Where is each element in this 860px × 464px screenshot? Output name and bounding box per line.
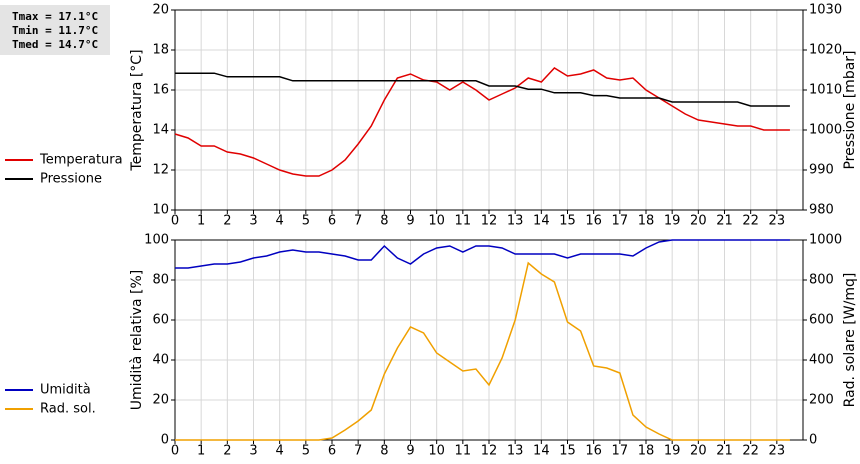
y2-tick-label: 1010: [809, 83, 842, 98]
y2-axis-label: Pressione [mbar]: [842, 50, 858, 169]
y-axis-label: Temperatura [°C]: [129, 49, 145, 171]
y-tick-label: 60: [152, 313, 169, 328]
x-tick-label: 8: [380, 444, 388, 459]
x-tick-label: 23: [769, 444, 786, 459]
x-tick-label: 9: [406, 214, 414, 229]
y-tick-label: 18: [152, 43, 169, 58]
x-tick-label: 21: [716, 214, 733, 229]
y2-tick-label: 1000: [809, 233, 842, 248]
y-tick-label: 20: [152, 3, 169, 18]
y2-tick-label: 980: [809, 203, 834, 218]
plot-border: [174, 239, 804, 441]
x-tick-label: 19: [664, 444, 681, 459]
x-tick-label: 15: [559, 214, 576, 229]
x-tick-label: 11: [455, 214, 472, 229]
stat-text: Tmin = 11.7°C: [12, 24, 98, 37]
y-tick-label: 0: [161, 433, 169, 448]
legend-label: Temperatura: [39, 153, 123, 168]
y-tick-label: 80: [152, 273, 169, 288]
x-tick-label: 16: [585, 444, 602, 459]
x-tick-label: 7: [354, 444, 362, 459]
y-tick-label: 12: [152, 163, 169, 178]
x-tick-label: 13: [507, 214, 524, 229]
y2-tick-label: 200: [809, 393, 834, 408]
y-tick-label: 14: [152, 123, 169, 138]
y2-tick-label: 1030: [809, 3, 842, 18]
y2-tick-label: 1020: [809, 43, 842, 58]
x-tick-label: 2: [223, 444, 231, 459]
series-line: [175, 261, 790, 441]
y-tick-label: 20: [152, 393, 169, 408]
legend-label: Pressione: [40, 172, 102, 187]
stats-box: [0, 5, 110, 55]
x-tick-label: 19: [664, 214, 681, 229]
series-line: [175, 239, 790, 269]
x-tick-label: 20: [690, 444, 707, 459]
x-tick-label: 22: [742, 214, 759, 229]
x-tick-label: 23: [769, 214, 786, 229]
y2-tick-label: 600: [809, 313, 834, 328]
x-tick-label: 10: [428, 444, 445, 459]
x-tick-label: 18: [638, 444, 655, 459]
x-tick-label: 6: [328, 444, 336, 459]
x-tick-label: 0: [171, 444, 179, 459]
x-tick-label: 20: [690, 214, 707, 229]
x-tick-label: 6: [328, 214, 336, 229]
x-tick-label: 22: [742, 444, 759, 459]
y2-tick-label: 990: [809, 163, 834, 178]
x-tick-label: 9: [406, 444, 414, 459]
x-tick-label: 14: [533, 444, 550, 459]
stat-text: Tmed = 14.7°C: [12, 38, 98, 51]
x-tick-label: 12: [481, 214, 498, 229]
legend-label: Rad. sol.: [40, 402, 96, 417]
x-tick-label: 18: [638, 214, 655, 229]
x-tick-label: 15: [559, 444, 576, 459]
x-tick-label: 21: [716, 444, 733, 459]
y2-axis-label: Rad. solare [W/mq]: [842, 273, 858, 408]
y-tick-label: 10: [152, 203, 169, 218]
y-tick-label: 100: [144, 233, 169, 248]
y-axis-label: Umidità relativa [%]: [129, 270, 145, 411]
x-tick-label: 5: [302, 214, 310, 229]
x-tick-label: 12: [481, 444, 498, 459]
legend-label: Umidità: [40, 383, 91, 398]
x-tick-label: 7: [354, 214, 362, 229]
x-tick-label: 13: [507, 444, 524, 459]
x-tick-label: 2: [223, 214, 231, 229]
x-tick-label: 17: [612, 444, 629, 459]
y2-tick-label: 800: [809, 273, 834, 288]
x-tick-label: 14: [533, 214, 550, 229]
x-tick-label: 4: [276, 214, 284, 229]
series-line: [175, 72, 790, 107]
x-tick-label: 4: [276, 444, 284, 459]
x-tick-label: 16: [585, 214, 602, 229]
y2-tick-label: 1000: [809, 123, 842, 138]
x-tick-label: 1: [197, 214, 205, 229]
y2-tick-label: 0: [809, 433, 817, 448]
x-tick-label: 5: [302, 444, 310, 459]
x-tick-label: 1: [197, 444, 205, 459]
x-tick-label: 11: [455, 444, 472, 459]
plot-border: [174, 9, 804, 211]
x-tick-label: 17: [612, 214, 629, 229]
series-line: [174, 67, 790, 177]
x-tick-label: 0: [171, 214, 179, 229]
x-tick-label: 3: [249, 444, 257, 459]
y-tick-label: 40: [152, 353, 169, 368]
x-tick-label: 3: [249, 214, 257, 229]
y-tick-label: 16: [152, 83, 169, 98]
y2-tick-label: 400: [809, 353, 834, 368]
x-tick-label: 10: [428, 214, 445, 229]
x-tick-label: 8: [380, 214, 388, 229]
stat-text: Tmax = 17.1°C: [12, 10, 98, 23]
